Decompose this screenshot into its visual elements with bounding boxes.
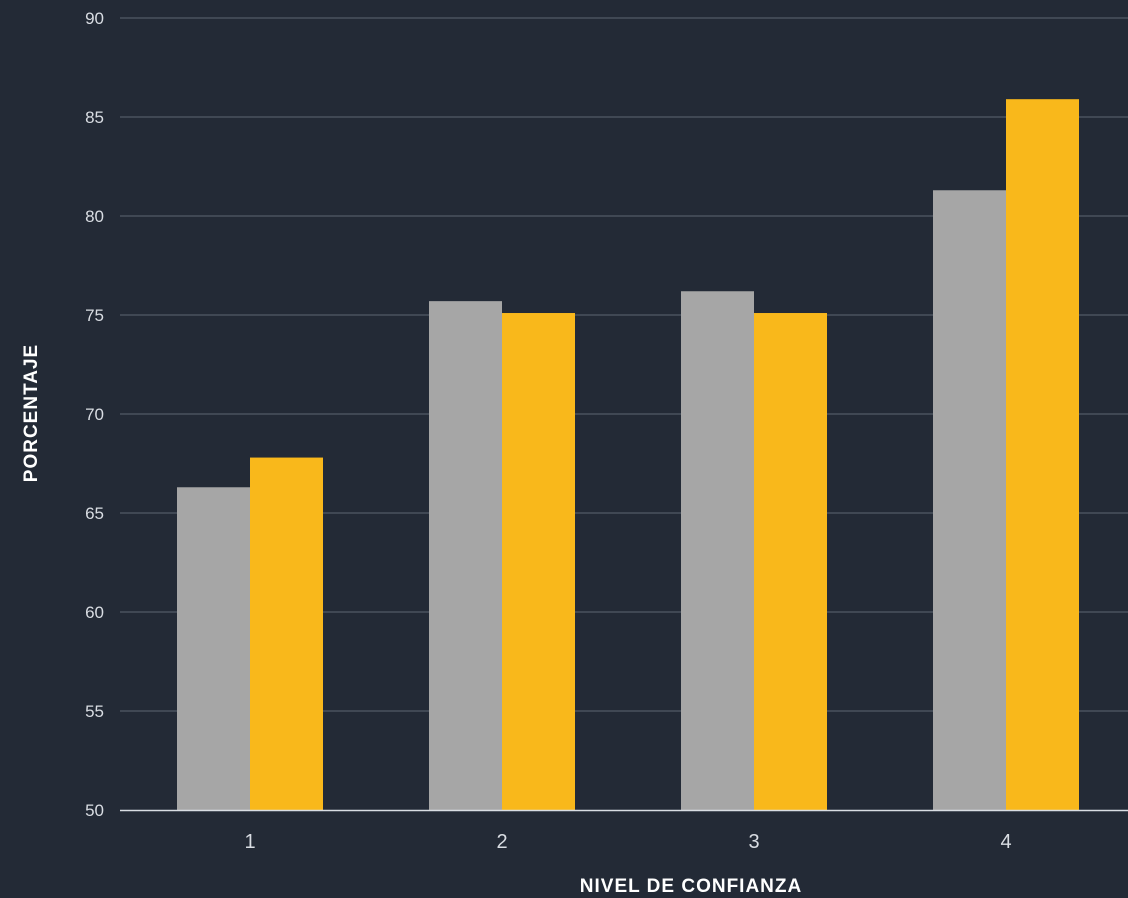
bar-series2-cat3 xyxy=(754,313,827,810)
bar-series2-cat1 xyxy=(250,457,323,810)
y-tick-label: 65 xyxy=(85,504,104,523)
x-tick-label: 1 xyxy=(244,831,255,853)
bar-series2-cat2 xyxy=(502,313,575,810)
y-tick-label: 70 xyxy=(85,405,104,424)
x-tick-labels: 1 2 3 4 xyxy=(244,831,1011,853)
x-tick-label: 3 xyxy=(748,831,759,853)
bar-series1-cat2 xyxy=(429,301,502,810)
y-tick-labels: 50 55 60 65 70 75 80 85 90 xyxy=(85,9,104,820)
y-tick-label: 60 xyxy=(85,603,104,622)
y-tick-label: 75 xyxy=(85,306,104,325)
x-axis-title: NIVEL DE CONFIANZA xyxy=(580,876,802,897)
bars xyxy=(177,99,1079,811)
bar-series1-cat3 xyxy=(681,291,754,810)
y-tick-label: 55 xyxy=(85,702,104,721)
y-tick-label: 90 xyxy=(85,9,104,28)
bar-series1-cat1 xyxy=(177,487,250,810)
y-axis-title: PORCENTAJE xyxy=(21,344,42,482)
x-tick-label: 2 xyxy=(496,831,507,853)
y-tick-label: 80 xyxy=(85,207,104,226)
y-tick-label: 50 xyxy=(85,801,104,820)
bar-series2-cat4 xyxy=(1006,99,1079,811)
bar-series1-cat4 xyxy=(933,190,1006,810)
x-tick-label: 4 xyxy=(1000,831,1011,853)
y-tick-label: 85 xyxy=(85,108,104,127)
